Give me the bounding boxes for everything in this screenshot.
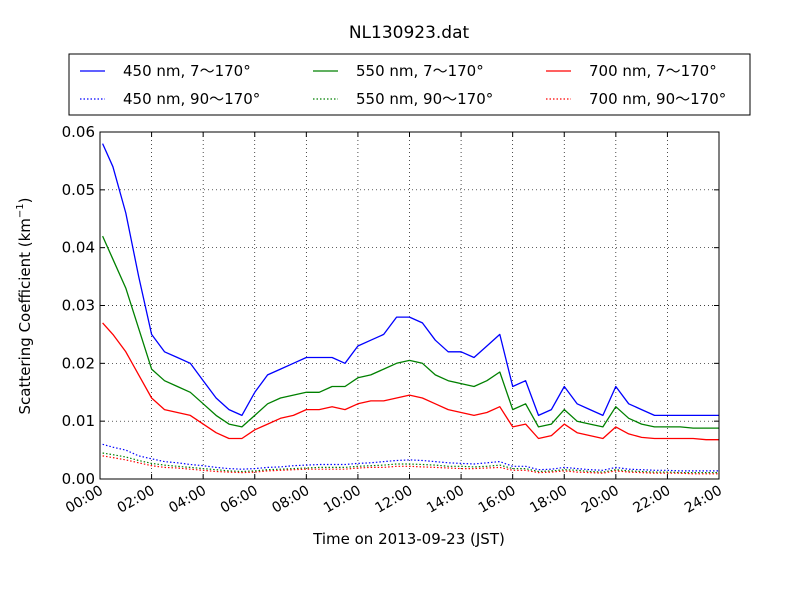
y-axis-label-main: Scattering Coefficient (km [16,218,34,414]
y-tick-label: 0.00 [62,470,95,488]
legend-label: 450 nm, 7～170° [123,62,251,80]
x-tick-label: 20:00 [579,483,622,517]
y-tick-label: 0.04 [62,239,95,257]
series-line-5 [102,455,719,475]
x-tick-label: 04:00 [166,483,209,517]
series-line-3 [102,452,719,474]
plot-background [100,132,719,479]
series-layer [102,143,719,475]
x-tick-label: 18:00 [527,483,570,517]
y-tick-label: 0.03 [62,297,95,315]
x-axis-label: Time on 2013-09-23 (JST) [312,530,505,548]
x-tick-label: 08:00 [269,483,312,517]
chart-title: NL130923.dat [349,23,470,43]
x-tick-label: 02:00 [115,483,158,517]
y-axis-label-superscript: −1 [15,203,26,218]
series-line-0 [102,143,719,417]
x-tick-label: 16:00 [476,483,519,517]
x-tick-label: 10:00 [321,483,364,517]
legend-box [68,53,751,116]
y-axis: 0.00 0.01 0.02 0.03 0.04 0.05 0.06 [62,123,719,488]
legend-label: 550 nm, 90～170° [356,90,493,108]
x-tick-label: 12:00 [373,483,416,517]
y-axis-label: Scattering Coefficient (km−1) [15,197,34,414]
legend: 450 nm, 7～170° 450 nm, 90～170° 550 nm, 7～1… [68,53,751,116]
x-tick-label: 14:00 [424,483,467,517]
y-tick-label: 0.01 [62,412,95,430]
legend-label: 450 nm, 90～170° [123,90,260,108]
y-axis-label-end: ) [16,197,34,203]
y-tick-label: 0.05 [62,181,95,199]
y-tick-label: 0.06 [62,123,95,141]
x-tick-label: 06:00 [218,483,261,517]
x-tick-label: 22:00 [630,483,673,517]
legend-label: 700 nm, 7～170° [589,62,717,80]
series-line-1 [102,443,719,472]
legend-label: 700 nm, 90～170° [589,90,726,108]
series-line-2 [102,235,719,429]
legend-label: 550 nm, 7～170° [356,62,484,80]
x-tick-label: 24:00 [682,483,725,517]
series-line-4 [102,322,719,441]
y-tick-label: 0.02 [62,354,95,372]
plot-area [99,131,720,480]
